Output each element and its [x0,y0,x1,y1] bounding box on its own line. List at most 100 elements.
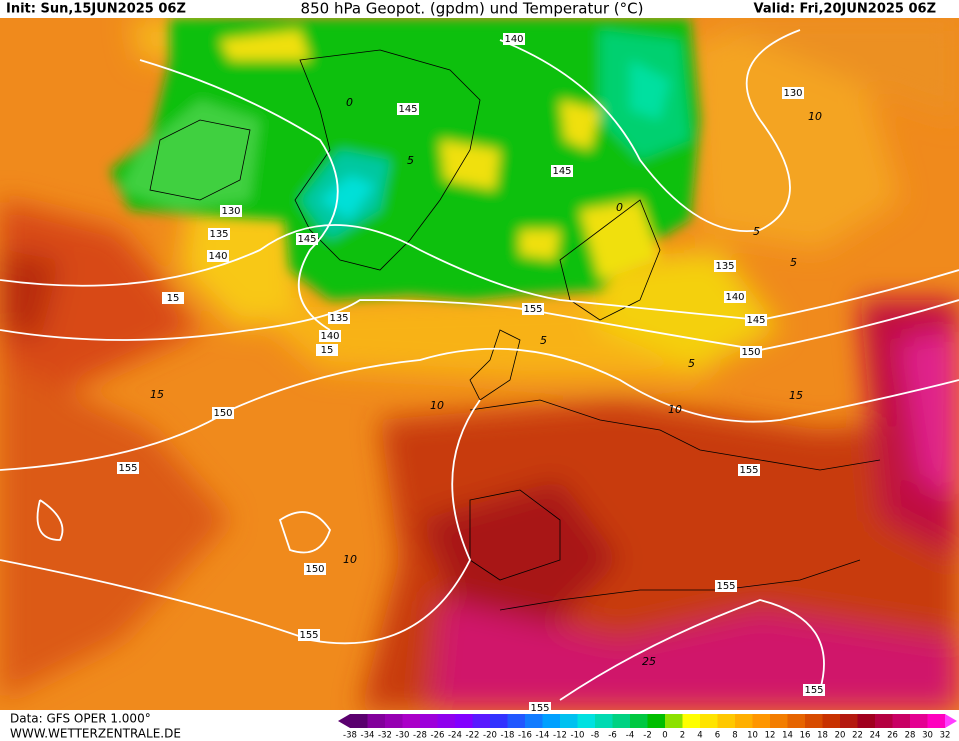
colorbar-swatch [507,714,526,728]
colorbar-label: 10 [747,731,758,741]
colorbar-swatch [682,714,701,728]
contour-label-box [529,702,551,714]
website: WWW.WETTERZENTRALE.DE [10,727,181,741]
contour-label: 155 [299,630,318,641]
contour-label-box [782,87,804,99]
isotherm-label: 10 [808,110,822,123]
contour-label-box [304,563,326,575]
colorbar-label: 18 [817,731,828,741]
contour-label: 155 [523,304,542,315]
isotherm-label: 5 [790,256,797,269]
contour-label-box [745,314,767,326]
temperature-field [0,18,959,710]
colorbar: -38 -34 -32 -30 -28 -26 -24 -22 -20 -18 -16 -14 -12-… [338,714,957,741]
colorbar-swatch [612,714,631,728]
contour-label-box [208,228,230,240]
colorbar-end [945,714,957,728]
contour-labels: 1401301451451301351401514513514015155135… [117,33,825,714]
contour-label-box [220,205,242,217]
colorbar-label: -6 [608,731,616,741]
colorbar-label: -2 [643,731,651,741]
colorbar-swatch [927,714,946,728]
contour-label-box [328,312,350,324]
contour-label-box [724,291,746,303]
colorbar-swatch [595,714,613,728]
colorbar-swatch [490,714,508,728]
contour-label-box [397,103,419,115]
colorbar-label: -16 [518,731,532,741]
contour-label: 145 [746,315,765,326]
contour-label: 130 [783,88,802,99]
contour-label: 155 [118,463,137,474]
valid-time: Valid: Fri,20JUN2025 06Z [753,2,936,17]
isotherm-label: 5 [688,357,695,370]
colorbar-swatch [560,714,578,728]
contour-label: 135 [329,313,348,324]
colorbar-label: -34 [361,731,375,741]
contour-label: 140 [504,34,523,45]
contour-label-box [162,292,184,304]
isotherm-label: 5 [753,225,760,238]
init-time: Init: Sun,15JUN2025 06Z [6,2,186,17]
colorbar-swatch [420,714,438,728]
colorbar-label: -38 [343,731,357,741]
contour-label: 145 [398,104,417,115]
contour-label-box [503,33,525,45]
contour-label-box [316,344,338,356]
contour-label-box [551,165,573,177]
colorbar-label: -12 [553,731,567,741]
colorbar-swatch [455,714,473,728]
colorbar-swatch [770,714,788,728]
contour-label: 135 [209,229,228,240]
contour-label-box [296,233,318,245]
contour-label-box [522,303,544,315]
cold-field [110,18,700,300]
colorbar-label: 28 [905,731,916,741]
map-title: 850 hPa Geopot. (gpdm) und Temperatur (°… [301,0,644,18]
isotherm-label: 25 [642,655,656,668]
contour-label-box [715,580,737,592]
colorbar-swatch [700,714,718,728]
isotherm-label: 15 [150,388,164,401]
colorbar-swatch [857,714,876,728]
contour-label: 145 [552,166,571,177]
colorbar-swatch [840,714,858,728]
colorbar-label: -4 [626,731,634,741]
isotherm-label: 10 [668,403,682,416]
contour-label: 155 [716,581,735,592]
contour-label: 150 [305,564,324,575]
colorbar-swatch [402,714,421,728]
contour-label: 155 [739,465,758,476]
isotherm-label: 10 [343,553,357,566]
contour-label: 155 [530,703,549,714]
contour-label-box [212,407,234,419]
colorbar-label: -28 [413,731,427,741]
contour-label: 15 [167,293,180,304]
colorbar-end [338,714,350,728]
colorbar-label: 16 [800,731,811,741]
coastlines [149,49,881,611]
colorbar-label: -24 [448,731,462,741]
colorbar-swatch [472,714,491,728]
colorbar-label: 20 [835,731,846,741]
contour-label-box [738,464,760,476]
colorbar-swatch [717,714,736,728]
contour-label-box [714,260,736,272]
colorbar-swatch [665,714,683,728]
isotherm-label: 0 [346,96,353,109]
colorbar-swatch [822,714,841,728]
geopotential-contours [0,29,959,701]
contour-label-box [117,462,139,474]
colorbar-label: 8 [732,731,737,741]
colorbar-label: -8 [591,731,599,741]
isotherm-label: 15 [789,389,803,402]
colorbar-swatch [542,714,561,728]
contour-label: 150 [741,347,760,358]
colorbar-label: -10 [571,731,585,741]
colorbar-label: -32 [378,731,392,741]
colorbar-swatch [577,714,596,728]
colorbar-label: -26 [431,731,445,741]
colorbar-swatch [647,714,666,728]
colorbar-label: 30 [922,731,933,741]
